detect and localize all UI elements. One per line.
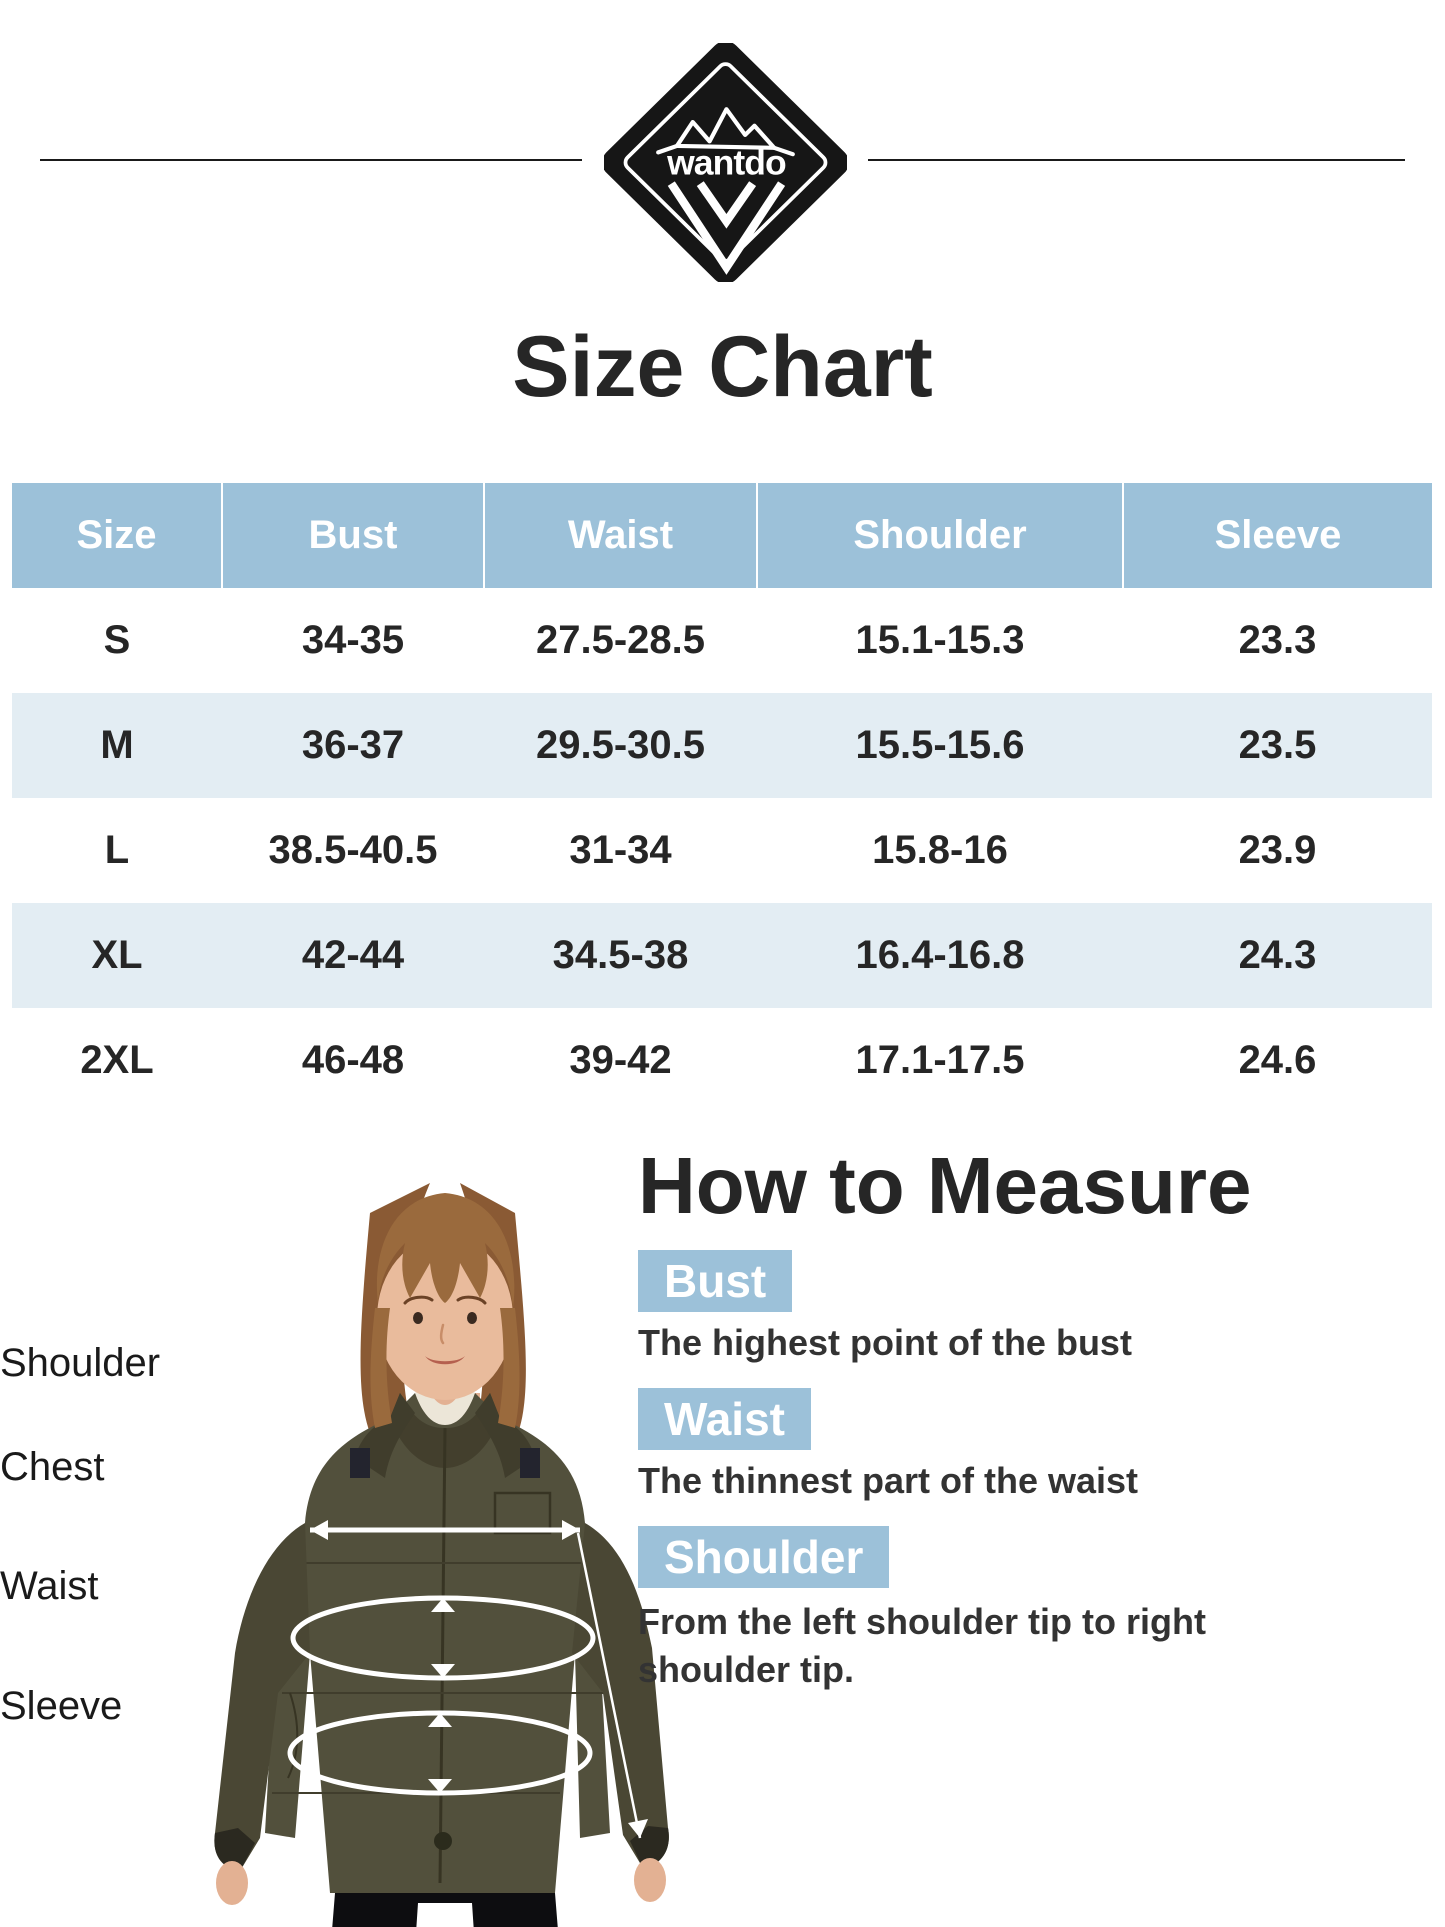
- svg-text:wantdo: wantdo: [666, 144, 786, 183]
